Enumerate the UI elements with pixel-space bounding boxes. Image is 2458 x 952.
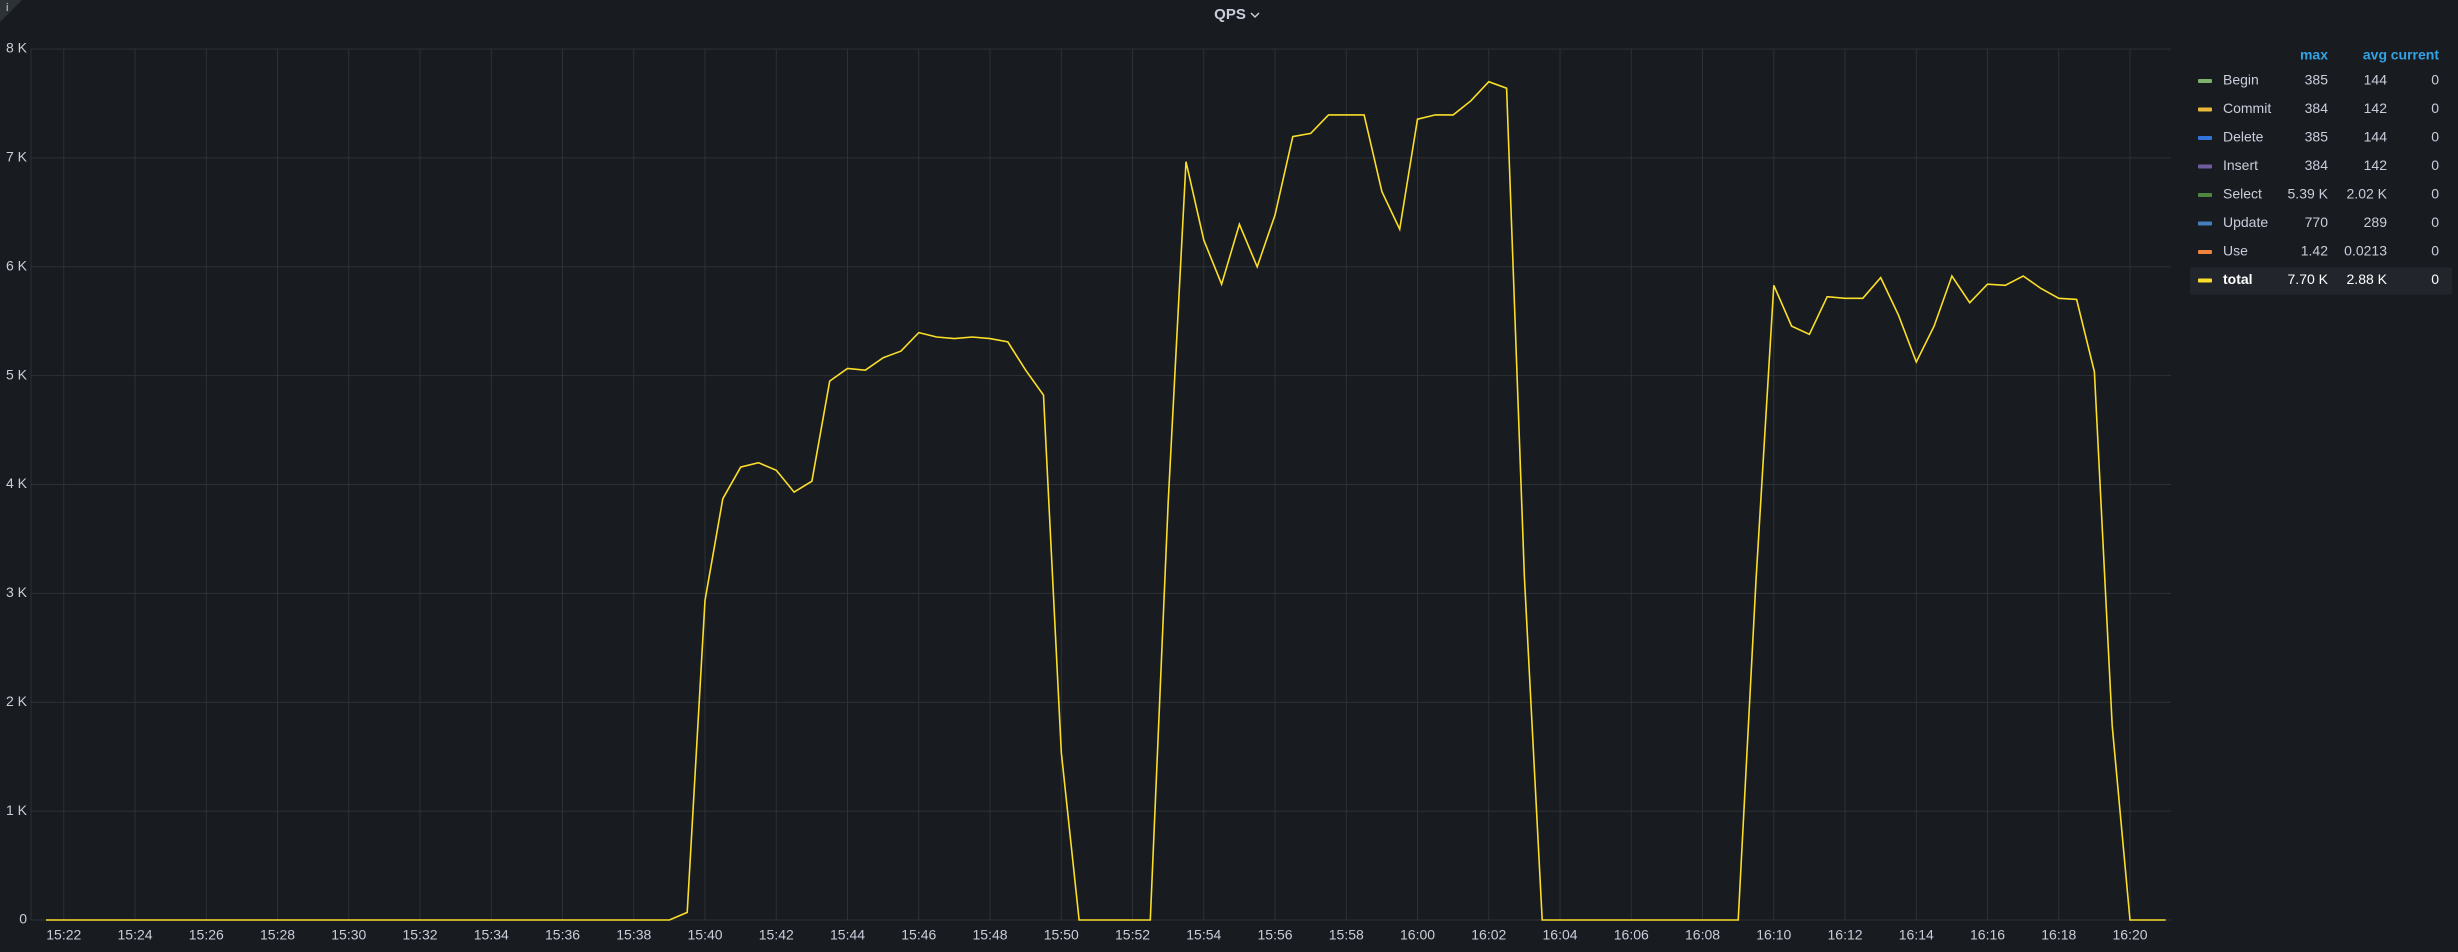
y-tick-label: 2 K [6, 693, 28, 709]
legend-stat: 0 [2431, 243, 2439, 259]
legend-swatch [2198, 278, 2212, 283]
x-tick-label: 16:02 [1471, 927, 1506, 943]
legend-swatch [2198, 136, 2212, 140]
legend-stat: 385 [2305, 129, 2329, 145]
x-tick-label: 15:32 [403, 927, 438, 943]
legend-stat: 0 [2431, 157, 2439, 173]
x-tick-label: 15:36 [545, 927, 580, 943]
x-tick-label: 15:58 [1329, 927, 1364, 943]
x-tick-label: 15:22 [46, 927, 81, 943]
legend-header[interactable]: avg [2363, 47, 2387, 63]
legend-name[interactable]: Use [2223, 243, 2248, 259]
y-tick-label: 1 K [6, 802, 28, 818]
legend-stat: 384 [2305, 100, 2329, 116]
x-tick-label: 15:38 [616, 927, 651, 943]
info-icon: i [6, 2, 8, 14]
x-tick-label: 16:08 [1685, 927, 1720, 943]
x-tick-label: 16:20 [2113, 927, 2148, 943]
y-tick-label: 7 K [6, 149, 28, 165]
legend-stat: 5.39 K [2288, 186, 2329, 202]
x-tick-label: 16:04 [1543, 927, 1578, 943]
x-tick-label: 15:24 [118, 927, 153, 943]
x-tick-label: 15:34 [474, 927, 509, 943]
legend-stat: 144 [2364, 72, 2388, 88]
x-tick-label: 15:44 [830, 927, 865, 943]
legend-swatch [2198, 107, 2212, 112]
legend-stat: 0 [2431, 72, 2439, 88]
y-tick-label: 6 K [6, 257, 28, 273]
legend-stat: 0 [2431, 271, 2439, 287]
x-tick-label: 15:40 [688, 927, 723, 943]
legend-name[interactable]: Commit [2223, 100, 2271, 116]
legend-name[interactable]: Begin [2223, 72, 2259, 88]
legend-stat: 2.88 K [2347, 271, 2388, 287]
legend-stat: 144 [2364, 129, 2388, 145]
legend-stat: 0 [2431, 129, 2439, 145]
y-tick-label: 0 [19, 911, 27, 927]
legend-stat: 0 [2431, 214, 2439, 230]
legend-stat: 385 [2305, 72, 2329, 88]
x-tick-label: 16:06 [1614, 927, 1649, 943]
x-tick-label: 15:30 [331, 927, 366, 943]
x-tick-label: 15:52 [1115, 927, 1150, 943]
y-tick-label: 4 K [6, 475, 28, 491]
legend-header[interactable]: current [2391, 47, 2440, 63]
info-corner [0, 0, 22, 22]
x-tick-label: 16:18 [2041, 927, 2076, 943]
x-tick-label: 15:28 [260, 927, 295, 943]
legend-name[interactable]: Select [2223, 186, 2262, 202]
legend-name[interactable]: total [2223, 271, 2253, 287]
legend-swatch [2198, 79, 2212, 83]
x-tick-label: 16:14 [1899, 927, 1934, 943]
legend-stat: 142 [2364, 157, 2388, 173]
legend-stat: 1.42 [2301, 243, 2328, 259]
legend-name[interactable]: Update [2223, 214, 2268, 230]
legend-stat: 0.0213 [2344, 243, 2387, 259]
x-tick-label: 16:10 [1756, 927, 1791, 943]
y-tick-label: 8 K [6, 40, 28, 56]
legend-stat: 0 [2431, 100, 2439, 116]
legend-stat: 289 [2364, 214, 2388, 230]
x-tick-label: 16:12 [1828, 927, 1863, 943]
x-tick-label: 16:00 [1400, 927, 1435, 943]
y-tick-label: 5 K [6, 366, 28, 382]
legend-name[interactable]: Delete [2223, 129, 2264, 145]
legend-stat: 384 [2305, 157, 2329, 173]
legend-row-highlight [2190, 267, 2452, 295]
x-tick-label: 15:50 [1044, 927, 1079, 943]
legend-stat: 2.02 K [2347, 186, 2388, 202]
panel-title[interactable]: QPS [1214, 6, 1246, 23]
legend-stat: 770 [2305, 214, 2329, 230]
legend-stat: 0 [2431, 186, 2439, 202]
x-tick-label: 16:16 [1970, 927, 2005, 943]
legend-header[interactable]: max [2300, 47, 2328, 63]
legend-swatch [2198, 164, 2212, 169]
legend-stat: 7.70 K [2288, 271, 2329, 287]
title-chevron [1250, 12, 1260, 19]
series-line [46, 80, 2166, 921]
y-tick-label: 3 K [6, 584, 28, 600]
x-tick-label: 15:48 [973, 927, 1008, 943]
legend-name[interactable]: Insert [2223, 157, 2258, 173]
x-tick-label: 15:26 [189, 927, 224, 943]
legend-swatch [2198, 221, 2212, 226]
x-tick-label: 15:46 [901, 927, 936, 943]
x-tick-label: 15:56 [1258, 927, 1293, 943]
legend-stat: 142 [2364, 100, 2388, 116]
legend-swatch [2198, 193, 2212, 197]
x-tick-label: 15:54 [1186, 927, 1221, 943]
x-tick-label: 15:42 [759, 927, 794, 943]
legend-swatch [2198, 250, 2212, 254]
